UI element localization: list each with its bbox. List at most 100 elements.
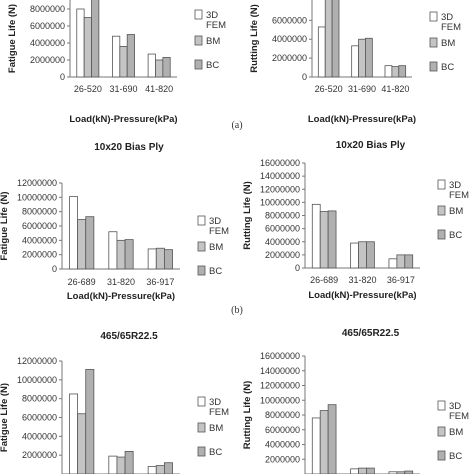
chart-panel-2: 0 2000000 4000000 6000000 26-520 31-690 41-820… (249, 0, 461, 125)
y-tick-label: 4000000 (22, 431, 57, 441)
bar-bm-2 (358, 467, 367, 474)
y-tick-label: 2000000 (272, 53, 307, 63)
bar-bc-3 (404, 254, 414, 269)
y-tick-label: 6000000 (265, 224, 300, 234)
bar-3d-fem-2 (351, 45, 359, 78)
chart-panel-4: 0 2000000 4000000 6000000 8000000 10000000 120… (242, 140, 469, 301)
y-tick-label: 2000000 (30, 55, 65, 65)
legend-label: BC (441, 62, 454, 73)
y-tick-label: 0 (52, 264, 57, 274)
bar-bc-1 (85, 369, 95, 474)
legend-swatch-1 (197, 215, 206, 226)
y-tick-label: 12000000 (17, 356, 57, 366)
y-tick-label: 12000000 (260, 184, 300, 194)
legend-swatch-3 (197, 265, 206, 276)
chart-title: 10x20 Bias Ply (336, 140, 406, 151)
legend-label: BC (209, 266, 222, 277)
y-tick-label: 4000000 (30, 38, 65, 48)
bar-bc-1 (85, 216, 95, 270)
legend-swatch-2 (437, 205, 446, 216)
bar-3d-fem-2 (112, 35, 121, 78)
y-tick-label: 2000000 (22, 250, 57, 260)
x-category-label: 41-820 (145, 84, 173, 94)
legend-label: BM (209, 242, 223, 253)
y-tick-label: 10000000 (260, 197, 300, 207)
bar-3d-fem-3 (388, 258, 398, 269)
bar-bm-2 (119, 46, 128, 78)
legend-swatch-2 (197, 422, 206, 433)
legend-swatch-2 (437, 426, 446, 437)
legend: 3D FEM BM BC (437, 400, 469, 462)
legend-label: BC (449, 451, 462, 462)
bar-bc-2 (366, 467, 375, 474)
y-tick-label: 2000000 (265, 250, 300, 260)
bar-bm-2 (358, 241, 367, 269)
bar-bc-3 (163, 462, 173, 474)
y-tick-label: 0 (60, 72, 65, 82)
legend-label: 3D FEM (441, 12, 461, 33)
y-tick-label: 6000000 (30, 21, 65, 31)
legend: 3D FEM BM BC (197, 215, 229, 277)
legend: 3D FEM BM BC (429, 11, 461, 73)
bar-bc-2 (124, 450, 134, 474)
bar-3d-fem-1 (311, 417, 321, 474)
panel-label-b: (b) (231, 305, 243, 316)
y-axis-title: Fatigue Life (N) (0, 191, 10, 260)
bar-bc-3 (163, 249, 173, 270)
y-tick-label: 6000000 (265, 425, 300, 435)
legend-swatch-2 (429, 37, 438, 48)
legend-label: 3D FEM (206, 10, 226, 31)
y-axis-title: Rutting Life (N) (242, 181, 253, 250)
y-tick-label: 8000000 (22, 394, 57, 404)
legend-label: 3D FEM (209, 216, 229, 237)
x-category-label: 41-820 (381, 84, 409, 94)
legend-swatch-3 (437, 450, 446, 461)
x-category-label: 26-689 (68, 277, 96, 287)
bar-bc-1 (91, 0, 100, 78)
legend-label: BM (449, 206, 463, 217)
bar-bm-1 (83, 17, 92, 78)
bar-bc-2 (366, 241, 375, 269)
legend-label: 3D FEM (209, 397, 229, 418)
y-tick-label: 16000000 (260, 351, 300, 361)
y-axis-title: Fatigue Life (N) (7, 4, 18, 73)
bar-3d-fem-2 (350, 468, 359, 474)
legend-swatch-3 (429, 61, 438, 72)
y-axis-title: Fatigue Life (N) (0, 383, 10, 452)
bar-3d-fem-2 (108, 231, 118, 270)
bar-bm-2 (358, 38, 366, 78)
y-tick-label: 14000000 (260, 171, 300, 181)
legend-swatch-1 (197, 396, 206, 407)
y-tick-label: 8000000 (265, 410, 300, 420)
bar-bc-2 (126, 34, 135, 78)
y-tick-label: 8000000 (22, 207, 57, 217)
x-category-label: 26-520 (74, 84, 102, 94)
y-tick-label: 12000000 (17, 178, 57, 188)
x-axis-title: Load(kN)-Pressure(kPa) (308, 290, 416, 301)
bar-bm-3 (396, 254, 406, 269)
y-tick-label: 2000000 (22, 450, 57, 460)
bar-bm-3 (155, 59, 164, 78)
y-tick-label: 6000000 (22, 221, 57, 231)
x-category-label: 36-917 (146, 277, 174, 287)
x-category-label: 36-917 (387, 275, 415, 285)
y-tick-label: 4000000 (272, 34, 307, 44)
x-category-label: 31-820 (348, 275, 376, 285)
y-tick-label: 6000000 (22, 413, 57, 423)
legend-swatch-1 (429, 11, 438, 22)
bar-bc-1 (331, 0, 340, 78)
y-tick-label: 4000000 (265, 237, 300, 247)
bar-3d-fem-2 (108, 455, 118, 474)
bar-bc-2 (365, 37, 373, 78)
y-tick-label: 0 (295, 263, 300, 273)
legend: 3D FEM BM BC (197, 396, 229, 458)
panel-label-a: (a) (231, 120, 242, 131)
legend-label: BC (209, 447, 222, 458)
chart-title: 465/65R22.5 (342, 328, 400, 339)
x-category-label: 26-520 (315, 84, 343, 94)
y-tick-label: 16000000 (260, 158, 300, 168)
chart-panel-6: 2000000 4000000 6000000 8000000 10000000 1200… (242, 328, 469, 474)
y-tick-label: 14000000 (260, 366, 300, 376)
bar-bm-2 (116, 239, 126, 270)
y-tick-label: 2000000 (265, 454, 300, 464)
